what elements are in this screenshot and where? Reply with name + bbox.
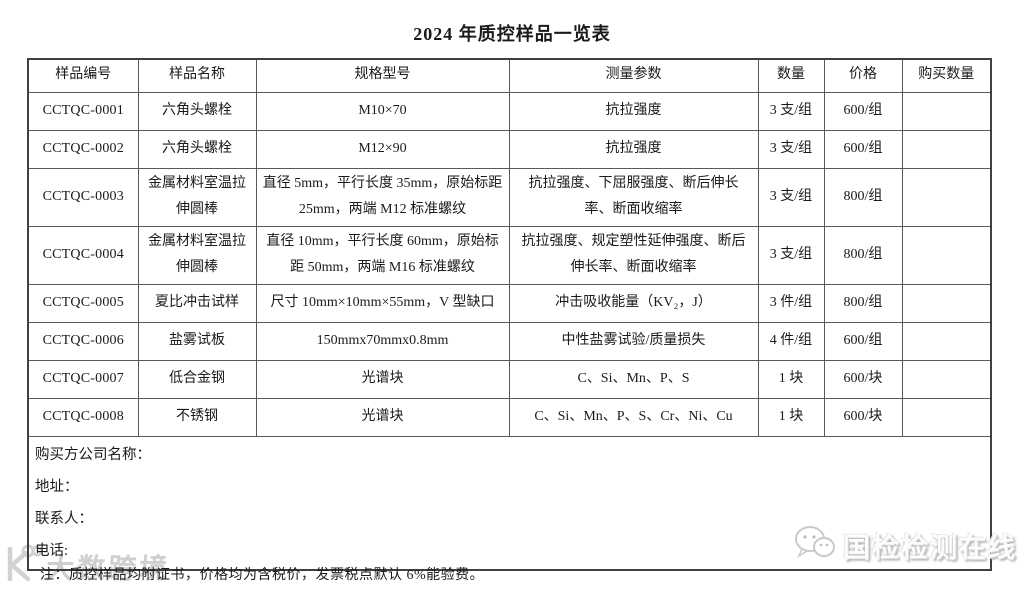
sample-price: 800/组 (823, 225, 903, 285)
table-row: CCTQC-0003 金属材料室温拉伸圆棒 直径 5mm，平行长度 35mm，原… (27, 167, 992, 227)
sample-qty: 3 支/组 (757, 129, 825, 169)
sample-name: 六角头螺栓 (137, 91, 257, 131)
sample-name: 六角头螺栓 (137, 129, 257, 169)
purchase-qty-cell (901, 225, 992, 285)
header-purchase-qty: 购买数量 (901, 58, 992, 93)
table-row: CCTQC-0001 六角头螺栓 M10×70 抗拉强度 3 支/组 600/组 (27, 91, 992, 131)
sample-price: 800/组 (823, 283, 903, 323)
sample-price: 600/组 (823, 129, 903, 169)
table-row: CCTQC-0008 不锈钢 光谱块 C、Si、Mn、P、S、Cr、Ni、Cu … (27, 397, 992, 437)
sample-id: CCTQC-0002 (27, 129, 139, 169)
sample-spec: M10×70 (255, 91, 510, 131)
purchase-qty-cell (901, 321, 992, 361)
sample-name: 金属材料室温拉伸圆棒 (137, 225, 257, 285)
sample-id: CCTQC-0008 (27, 397, 139, 437)
buyer-phone-label: 电话: (35, 543, 69, 560)
qc-sample-table: 样品编号 样品名称 规格型号 测量参数 数量 价格 购买数量 CCTQC-000… (27, 58, 992, 572)
sample-id: CCTQC-0005 (27, 283, 139, 323)
sample-params: 中性盐雾试验/质量损失 (508, 321, 759, 361)
sample-id: CCTQC-0006 (27, 321, 139, 361)
sample-name: 夏比冲击试样 (137, 283, 257, 323)
sample-params: C、Si、Mn、P、S (508, 359, 759, 399)
sample-name: 金属材料室温拉伸圆棒 (137, 167, 257, 227)
buyer-contact-label: 联系人： (35, 511, 93, 528)
watermark-bottom-right: 国检检测在线 (793, 524, 1017, 567)
sample-qty: 3 件/组 (757, 283, 825, 323)
sample-spec: 尺寸 10mm×10mm×55mm，V 型缺口 (255, 283, 510, 323)
sample-qty: 1 块 (757, 359, 825, 399)
purchase-qty-cell (901, 359, 992, 399)
sample-spec: 直径 10mm，平行长度 60mm，原始标距 50mm，两端 M16 标准螺纹 (255, 225, 510, 285)
sample-id: CCTQC-0007 (27, 359, 139, 399)
sample-price: 600/块 (823, 397, 903, 437)
sample-qty: 3 支/组 (757, 225, 825, 285)
sample-qty: 1 块 (757, 397, 825, 437)
sample-params: 冲击吸收能量（KV₂，J） (508, 283, 759, 323)
sample-spec: 光谱块 (255, 397, 510, 437)
table-row: CCTQC-0002 六角头螺栓 M12×90 抗拉强度 3 支/组 600/组 (27, 129, 992, 169)
header-qty: 数量 (757, 58, 825, 93)
sample-price: 600/组 (823, 91, 903, 131)
buyer-company-label: 购买方公司名称： (35, 447, 151, 464)
header-sample-name: 样品名称 (137, 58, 257, 93)
sample-params: 抗拉强度、规定塑性延伸强度、断后伸长率、断面收缩率 (508, 225, 759, 285)
table-row: CCTQC-0006 盐雾试板 150mmx70mmx0.8mm 中性盐雾试验/… (27, 321, 992, 361)
header-sample-id: 样品编号 (27, 58, 139, 93)
table-row: CCTQC-0004 金属材料室温拉伸圆棒 直径 10mm，平行长度 60mm，… (27, 225, 992, 285)
footnote: 注：质控样品均附证书，价格均为含税价，发票税点默认 6%能验费。 (40, 568, 485, 583)
purchase-qty-cell (901, 167, 992, 227)
sample-qty: 4 件/组 (757, 321, 825, 361)
table-row: CCTQC-0005 夏比冲击试样 尺寸 10mm×10mm×55mm，V 型缺… (27, 283, 992, 323)
purchase-qty-cell (901, 283, 992, 323)
sample-params: 抗拉强度、下屈服强度、断后伸长率、断面收缩率 (508, 167, 759, 227)
page-title: 2024 年质控样品一览表 (413, 24, 611, 44)
sample-price: 800/组 (823, 167, 903, 227)
table-row: CCTQC-0007 低合金钢 光谱块 C、Si、Mn、P、S 1 块 600/… (27, 359, 992, 399)
purchase-qty-cell (901, 397, 992, 437)
buyer-address-label: 地址： (35, 479, 79, 496)
sample-spec: 光谱块 (255, 359, 510, 399)
purchase-qty-cell (901, 91, 992, 131)
sample-price: 600/块 (823, 359, 903, 399)
sample-id: CCTQC-0003 (27, 167, 139, 227)
sample-name: 盐雾试板 (137, 321, 257, 361)
sample-price: 600/组 (823, 321, 903, 361)
sample-params: 抗拉强度 (508, 129, 759, 169)
sample-name: 低合金钢 (137, 359, 257, 399)
header-price: 价格 (823, 58, 903, 93)
watermark-right-text: 国检检测在线 (843, 533, 1017, 563)
sample-spec: M12×90 (255, 129, 510, 169)
sample-spec: 150mmx70mmx0.8mm (255, 321, 510, 361)
table-header-row: 样品编号 样品名称 规格型号 测量参数 数量 价格 购买数量 (27, 58, 992, 93)
sample-qty: 3 支/组 (757, 91, 825, 131)
header-params: 测量参数 (508, 58, 759, 93)
sample-params: C、Si、Mn、P、S、Cr、Ni、Cu (508, 397, 759, 437)
sample-name: 不锈钢 (137, 397, 257, 437)
sample-spec: 直径 5mm，平行长度 35mm，原始标距 25mm，两端 M12 标准螺纹 (255, 167, 510, 227)
sample-qty: 3 支/组 (757, 167, 825, 227)
sample-id: CCTQC-0004 (27, 225, 139, 285)
sample-id: CCTQC-0001 (27, 91, 139, 131)
wechat-icon (793, 524, 843, 567)
header-spec: 规格型号 (255, 58, 510, 93)
purchase-qty-cell (901, 129, 992, 169)
sample-params: 抗拉强度 (508, 91, 759, 131)
